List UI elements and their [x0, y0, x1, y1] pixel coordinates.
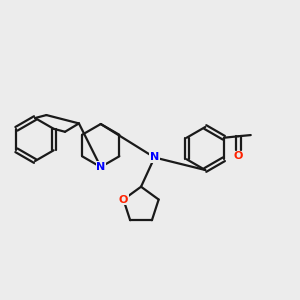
Text: O: O [233, 151, 243, 161]
Text: N: N [150, 152, 159, 163]
Text: N: N [96, 162, 105, 172]
Text: O: O [119, 194, 128, 205]
